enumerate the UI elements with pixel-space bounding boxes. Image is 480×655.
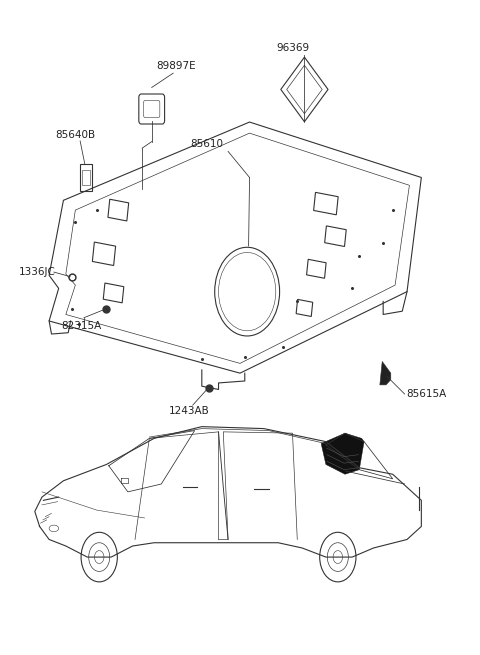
Polygon shape xyxy=(321,433,364,474)
Text: 1243AB: 1243AB xyxy=(168,405,209,416)
Text: 82315A: 82315A xyxy=(61,321,102,331)
Text: 96369: 96369 xyxy=(276,43,309,53)
Text: 85640B: 85640B xyxy=(55,130,96,140)
Text: 1336JC: 1336JC xyxy=(19,267,56,277)
Text: 89897E: 89897E xyxy=(156,61,195,71)
Text: 85610: 85610 xyxy=(190,140,223,149)
Polygon shape xyxy=(380,362,391,385)
Text: 85615A: 85615A xyxy=(406,389,446,399)
